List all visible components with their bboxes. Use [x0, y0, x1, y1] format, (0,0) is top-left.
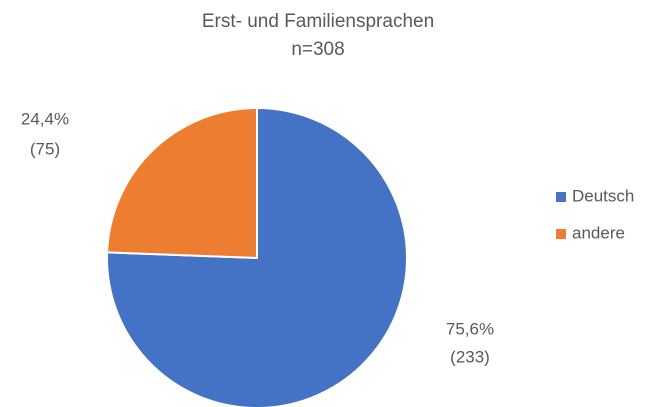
legend-label: Deutsch	[572, 186, 634, 205]
chart-subtitle: n=308	[291, 39, 344, 60]
pie-slice	[106, 106, 258, 260]
legend-swatch	[556, 192, 566, 202]
data-label: 24,4%	[21, 109, 69, 128]
data-label: 75,6%	[446, 319, 494, 338]
legend-swatch	[556, 229, 566, 239]
chart-title: Erst- und Familiensprachen	[202, 11, 434, 32]
count-label: (75)	[30, 139, 60, 158]
count-label: (233)	[450, 347, 490, 366]
legend-label: andere	[572, 223, 625, 242]
